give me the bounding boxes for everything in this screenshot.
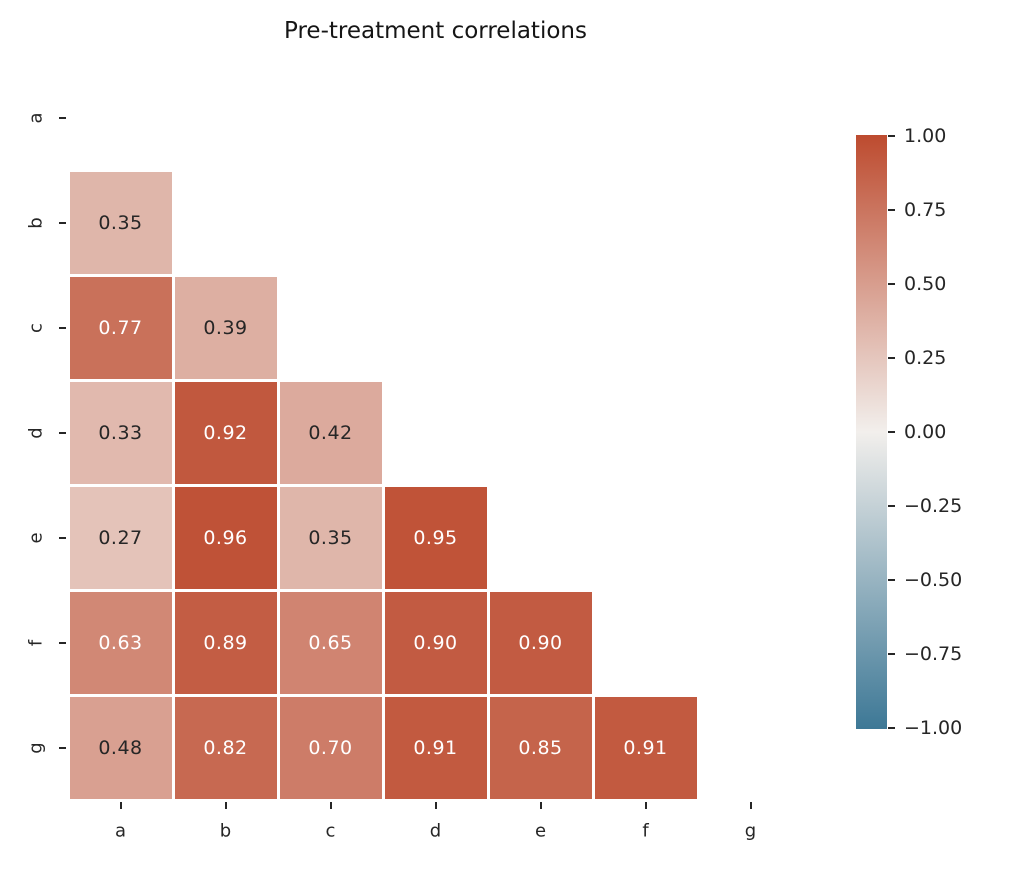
colorbar-tick <box>888 505 895 507</box>
cell-value: 0.90 <box>413 631 458 654</box>
x-tick-label: a <box>114 820 127 842</box>
cell-value: 0.65 <box>308 631 353 654</box>
cell-value: 0.90 <box>518 631 563 654</box>
colorbar-gradient <box>856 135 887 729</box>
heatmap-cell: 0.33 <box>69 381 172 484</box>
y-tick-label: g <box>25 741 47 754</box>
y-tick <box>59 221 66 224</box>
cell-value: 0.35 <box>98 211 143 234</box>
x-tick-label: b <box>219 820 232 842</box>
x-tick-label: g <box>744 820 757 842</box>
heatmap-cell: 0.70 <box>279 696 382 799</box>
heatmap-cell: 0.42 <box>279 381 382 484</box>
colorbar-tick-label: 1.00 <box>904 125 947 147</box>
cell-value: 0.35 <box>308 526 353 549</box>
y-tick <box>59 641 66 644</box>
colorbar-tick <box>888 283 895 285</box>
y-tick-label: e <box>25 531 47 544</box>
x-tick-label: e <box>534 820 547 842</box>
colorbar-tick <box>888 357 895 359</box>
y-tick-label: a <box>25 111 47 124</box>
colorbar-tick-label: −0.75 <box>904 643 963 665</box>
colorbar-tick-label: −0.25 <box>904 495 963 517</box>
colorbar-tick-label: −0.50 <box>904 569 963 591</box>
heatmap-cell: 0.63 <box>69 591 172 694</box>
x-tick <box>224 802 227 809</box>
x-tick <box>749 802 752 809</box>
x-tick <box>329 802 332 809</box>
colorbar-tick <box>888 653 895 655</box>
x-tick <box>644 802 647 809</box>
y-tick <box>59 326 66 329</box>
colorbar-tick-label: 0.00 <box>904 421 947 443</box>
cell-value: 0.82 <box>203 736 248 759</box>
x-tick <box>539 802 542 809</box>
y-tick <box>59 116 66 119</box>
colorbar-tick-label: −1.00 <box>904 717 963 739</box>
cell-value: 0.77 <box>98 316 143 339</box>
cell-value: 0.39 <box>203 316 248 339</box>
colorbar-tick-label: 0.50 <box>904 273 947 295</box>
colorbar-tick <box>888 727 895 729</box>
cell-value: 0.89 <box>203 631 248 654</box>
colorbar-tick-label: 0.75 <box>904 199 947 221</box>
heatmap-cell: 0.35 <box>279 486 382 589</box>
y-tick <box>59 746 66 749</box>
y-tick <box>59 536 66 539</box>
colorbar <box>856 135 887 729</box>
colorbar-tick <box>888 209 895 211</box>
y-tick-label: b <box>25 216 47 229</box>
heatmap-cell: 0.77 <box>69 276 172 379</box>
x-tick-label: f <box>642 820 649 842</box>
heatmap-cell: 0.90 <box>384 591 487 694</box>
x-tick <box>434 802 437 809</box>
cell-value: 0.91 <box>623 736 668 759</box>
colorbar-tick <box>888 431 895 433</box>
heatmap-cell: 0.92 <box>174 381 277 484</box>
chart-title: Pre-treatment correlations <box>284 18 587 44</box>
cell-value: 0.95 <box>413 526 458 549</box>
x-tick-label: d <box>429 820 442 842</box>
y-tick-label: f <box>25 639 47 646</box>
x-tick-label: c <box>325 820 336 842</box>
cell-value: 0.48 <box>98 736 143 759</box>
y-tick-label: d <box>25 426 47 439</box>
heatmap-cell: 0.96 <box>174 486 277 589</box>
colorbar-tick <box>888 135 895 137</box>
heatmap-cell: 0.95 <box>384 486 487 589</box>
heatmap-cell: 0.65 <box>279 591 382 694</box>
cell-value: 0.85 <box>518 736 563 759</box>
heatmap-cell: 0.35 <box>69 171 172 274</box>
cell-value: 0.96 <box>203 526 248 549</box>
cell-value: 0.33 <box>98 421 143 444</box>
cell-value: 0.27 <box>98 526 143 549</box>
heatmap-cell: 0.39 <box>174 276 277 379</box>
heatmap-cell: 0.85 <box>489 696 592 799</box>
cell-value: 0.63 <box>98 631 143 654</box>
heatmap-cell: 0.91 <box>384 696 487 799</box>
cell-value: 0.42 <box>308 421 353 444</box>
heatmap-cell: 0.91 <box>594 696 697 799</box>
heatmap-cell: 0.82 <box>174 696 277 799</box>
colorbar-tick <box>888 579 895 581</box>
heatmap-cell: 0.90 <box>489 591 592 694</box>
y-tick <box>59 431 66 434</box>
cell-value: 0.91 <box>413 736 458 759</box>
heatmap-cell: 0.27 <box>69 486 172 589</box>
heatmap-cell: 0.48 <box>69 696 172 799</box>
x-tick <box>119 802 122 809</box>
cell-value: 0.70 <box>308 736 353 759</box>
colorbar-tick-label: 0.25 <box>904 347 947 369</box>
cell-value: 0.92 <box>203 421 248 444</box>
heatmap-cell: 0.89 <box>174 591 277 694</box>
heatmap-grid: 0.35 0.77 0.39 0.33 0.92 0.42 0.27 0.96 0.35 0.95… <box>68 65 803 800</box>
y-tick-label: c <box>25 322 47 333</box>
